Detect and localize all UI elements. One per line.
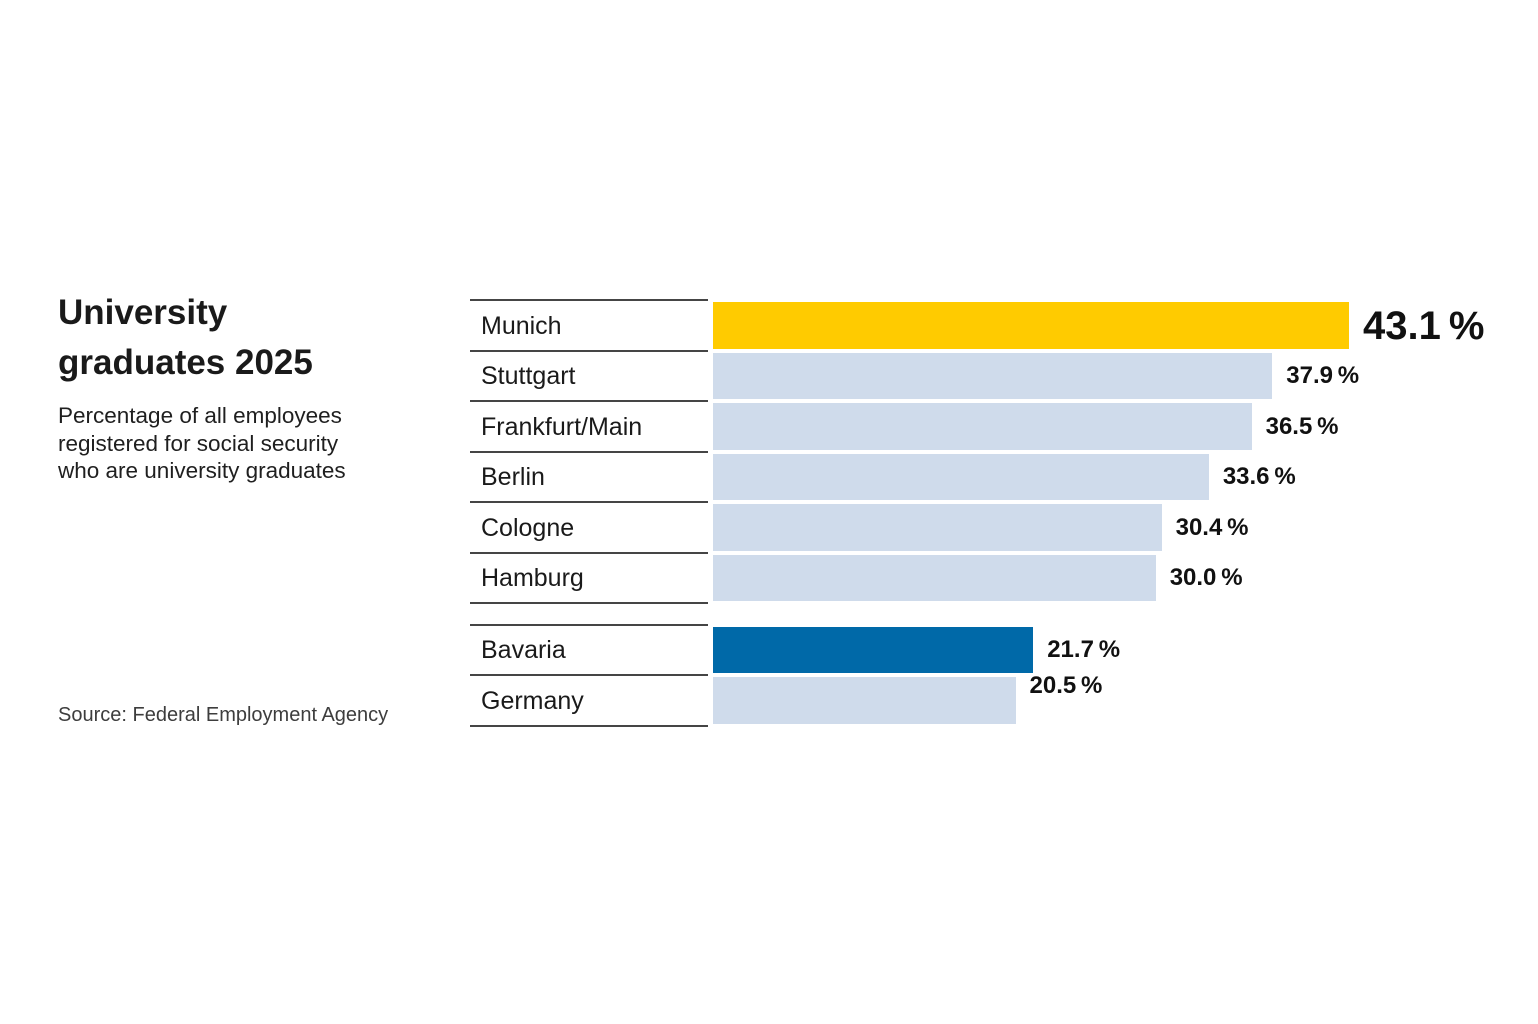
chart-subtitle-line-1: Percentage of all employees [58, 403, 342, 428]
category-label-munich: Munich [481, 311, 562, 340]
row-divider [470, 450, 708, 453]
category-label-berlin: Berlin [481, 463, 545, 491]
bar-germany [713, 677, 1016, 724]
bar-cologne [713, 504, 1162, 551]
row-divider [470, 623, 708, 626]
bar-munich [713, 302, 1349, 349]
category-label-cologne: Cologne [481, 513, 575, 542]
row-divider [470, 551, 708, 554]
value-label-munich: 43.1 % [1363, 303, 1485, 348]
group-bottom-divider [470, 602, 708, 604]
bar-hamburg [713, 554, 1156, 601]
bar-frankfurt-main [713, 403, 1252, 450]
row-divider [470, 349, 708, 352]
bar-chart: Munich 43.1 % Stuttgart 37.9 % Frankfurt/Mai… [470, 299, 1530, 739]
value-label-bavaria: 21.7 % [1047, 636, 1121, 663]
row-divider [470, 674, 708, 676]
page-title-line-1: University [58, 293, 228, 332]
value-label-cologne: 30.4 % [1175, 513, 1249, 541]
row-divider [470, 299, 708, 301]
value-label-stuttgart: 37.9 % [1286, 362, 1360, 389]
chart-subtitle-line-2: registered for social security [58, 430, 339, 456]
group-bottom-divider [470, 724, 708, 727]
category-label-frankfurt-main: Frankfurt/Main [481, 412, 643, 441]
chart-subtitle: Percentage of all employees registered f… [58, 402, 346, 485]
row-divider [470, 501, 708, 503]
row-divider [470, 400, 708, 402]
page-title-line-2: graduates 2025 [58, 343, 313, 382]
bar-berlin [713, 453, 1209, 500]
bar-stuttgart [713, 352, 1273, 399]
category-label-bavaria: Bavaria [481, 636, 566, 664]
category-label-hamburg: Hamburg [481, 564, 584, 592]
value-label-germany: 20.5 % [1029, 671, 1103, 699]
bar-bavaria [713, 626, 1034, 673]
page-title: University graduates 2025 [58, 288, 313, 388]
category-label-stuttgart: Stuttgart [481, 362, 576, 390]
chart-subtitle-line-3: who are university graduates [58, 458, 346, 483]
source-note: Source: Federal Employment Agency [58, 704, 389, 726]
category-label-germany: Germany [481, 686, 584, 715]
value-label-frankfurt-main: 36.5 % [1265, 412, 1339, 440]
value-label-berlin: 33.6 % [1222, 463, 1296, 490]
value-label-hamburg: 30.0 % [1169, 564, 1243, 591]
